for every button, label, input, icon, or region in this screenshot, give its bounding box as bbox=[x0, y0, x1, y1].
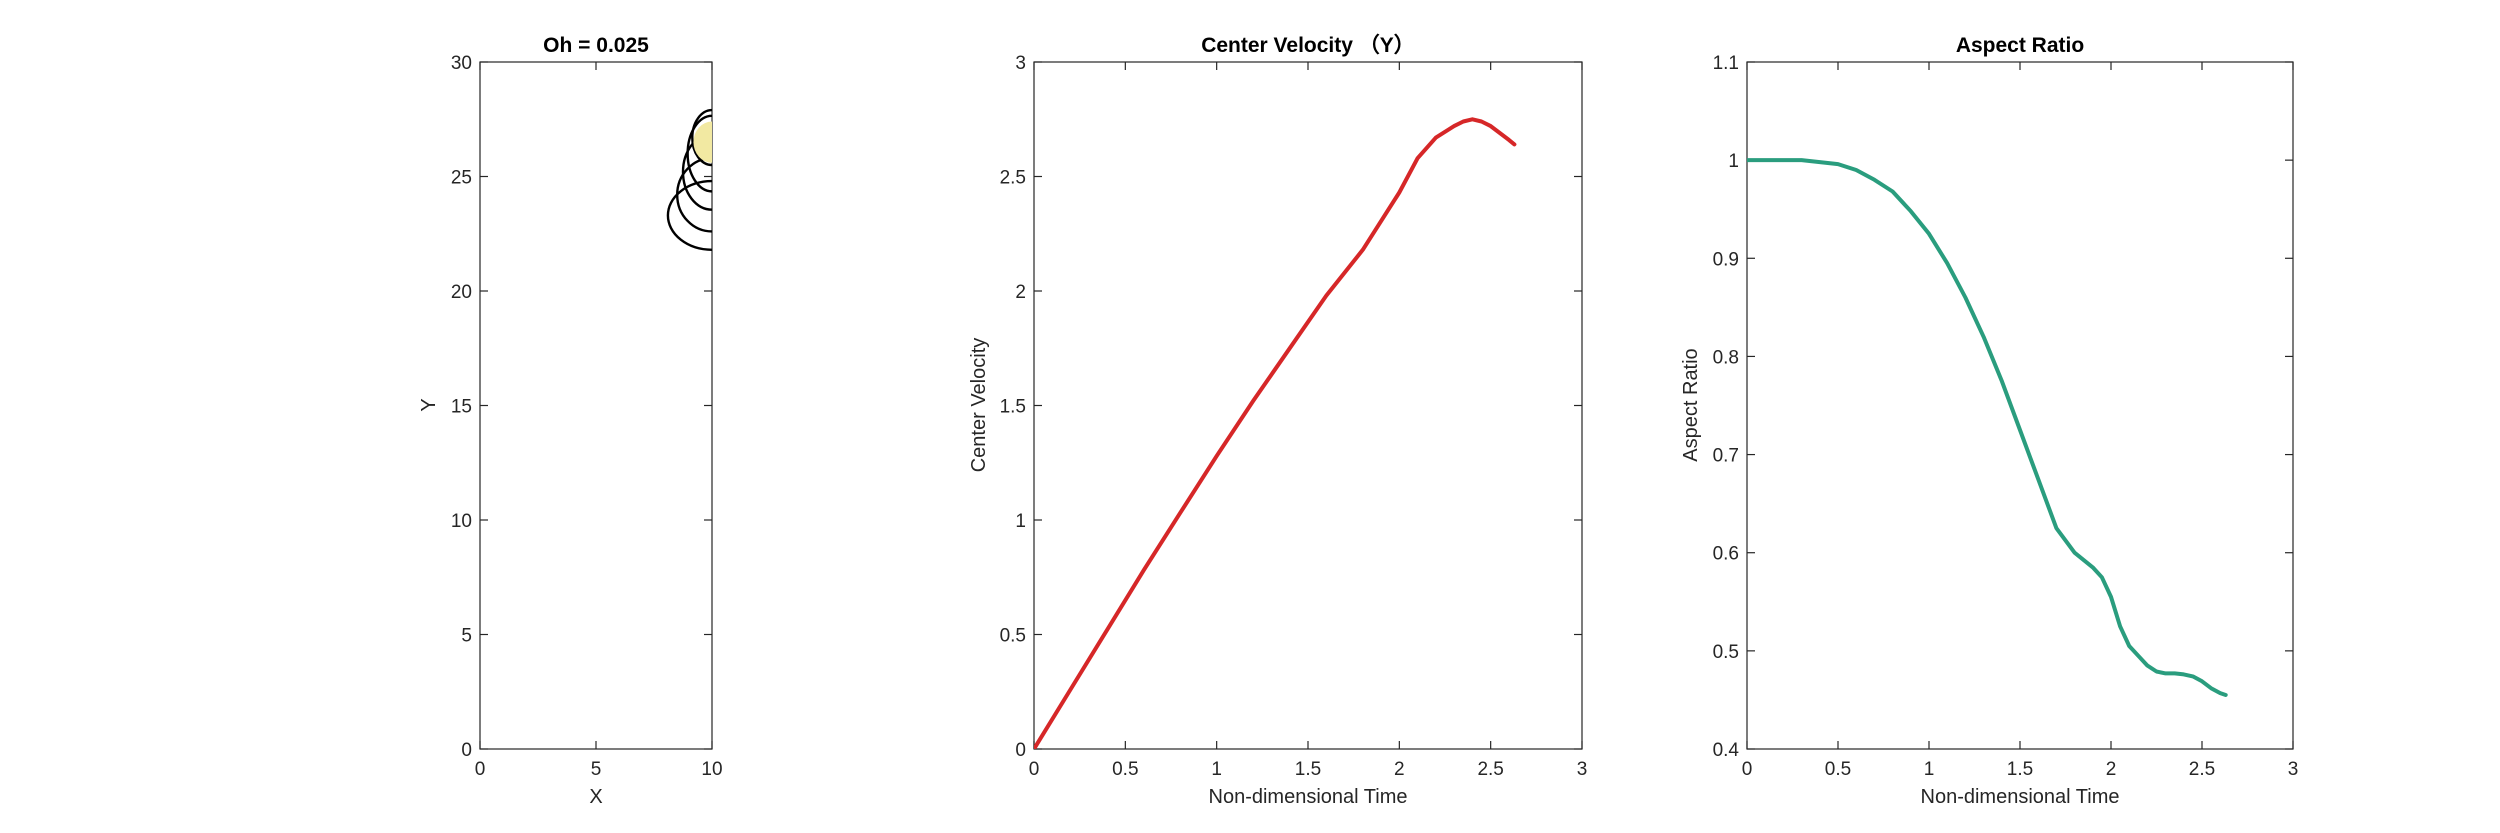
x-tick-label: 1 bbox=[1924, 759, 1935, 780]
y-tick-label: 2.5 bbox=[1000, 168, 1026, 189]
y-tick-label: 1.1 bbox=[1713, 53, 1739, 74]
y-tick-label: 0 bbox=[1015, 740, 1026, 761]
y-tick-label: 15 bbox=[451, 397, 472, 418]
y-tick-label: 0.9 bbox=[1713, 249, 1739, 270]
y-tick-label: 30 bbox=[451, 53, 472, 74]
drop-contour bbox=[693, 121, 712, 163]
drop-contour bbox=[681, 132, 712, 211]
y-tick-label: 0.6 bbox=[1713, 544, 1739, 565]
y-tick-label: 2 bbox=[1015, 282, 1026, 303]
y-tick-label: 1.5 bbox=[1000, 397, 1026, 418]
y-tick-label: 0 bbox=[461, 740, 472, 761]
drop-contour bbox=[691, 108, 712, 167]
x-tick-label: 3 bbox=[2288, 759, 2299, 780]
x-tick-label: 0.5 bbox=[1112, 759, 1138, 780]
x-tick-label: 2.5 bbox=[2189, 759, 2215, 780]
y-tick-label: 0.4 bbox=[1713, 740, 1740, 761]
plot-title: Center Velocity （Y） bbox=[1201, 33, 1415, 57]
x-tick-label: 1.5 bbox=[1295, 759, 1321, 780]
x-tick-label: 1.5 bbox=[2007, 759, 2033, 780]
x-tick-label: 0.5 bbox=[1825, 759, 1851, 780]
x-tick-label: 2.5 bbox=[1477, 759, 1503, 780]
y-axis-label: Center Velocity bbox=[968, 338, 990, 473]
y-tick-label: 0.8 bbox=[1713, 347, 1739, 368]
drop-shape-panel: Oh = 0.025 X Y 0 5 10 0 5 10 15 20 25 30 bbox=[418, 34, 723, 808]
y-tick-label: 1 bbox=[1015, 511, 1026, 532]
x-axis-label: Non-dimensional Time bbox=[1209, 786, 1408, 808]
plot-title: Aspect Ratio bbox=[1956, 34, 2084, 57]
drop-contour bbox=[676, 156, 712, 233]
x-tick-label: 10 bbox=[701, 759, 722, 780]
y-tick-label: 3 bbox=[1015, 53, 1026, 74]
x-tick-label: 5 bbox=[591, 759, 602, 780]
x-tick-label: 0 bbox=[475, 759, 486, 780]
drop-contour bbox=[686, 114, 712, 193]
y-tick-label: 0.7 bbox=[1713, 446, 1739, 467]
x-tick-label: 2 bbox=[1394, 759, 1405, 780]
x-tick-label: 2 bbox=[2106, 759, 2117, 780]
series-line bbox=[1747, 158, 2228, 697]
x-tick-label: 0 bbox=[1029, 759, 1040, 780]
y-tick-label: 20 bbox=[451, 282, 472, 303]
y-tick-label: 10 bbox=[451, 511, 472, 532]
y-axis-label: Aspect Ratio bbox=[1680, 348, 1702, 461]
x-axis-label: X bbox=[589, 786, 602, 808]
y-axis-label: Y bbox=[418, 398, 440, 411]
y-tick-label: 0.5 bbox=[1713, 642, 1739, 663]
y-tick-label: 1 bbox=[1728, 151, 1739, 172]
center-velocity-panel: Center Velocity （Y） Non-dimensional Time… bbox=[968, 33, 1587, 808]
aspect-ratio-panel: Aspect Ratio Non-dimensional Time Aspect… bbox=[1680, 34, 2298, 808]
plot-title: Oh = 0.025 bbox=[543, 34, 649, 57]
x-tick-label: 0 bbox=[1742, 759, 1753, 780]
y-tick-label: 25 bbox=[451, 168, 472, 189]
x-tick-label: 3 bbox=[1577, 759, 1588, 780]
y-tick-label: 5 bbox=[461, 626, 472, 647]
series-line bbox=[1034, 117, 1517, 749]
drop-contour bbox=[666, 179, 712, 251]
y-tick-label: 0.5 bbox=[1000, 626, 1026, 647]
x-tick-label: 1 bbox=[1211, 759, 1222, 780]
x-axis-label: Non-dimensional Time bbox=[1921, 786, 2120, 808]
